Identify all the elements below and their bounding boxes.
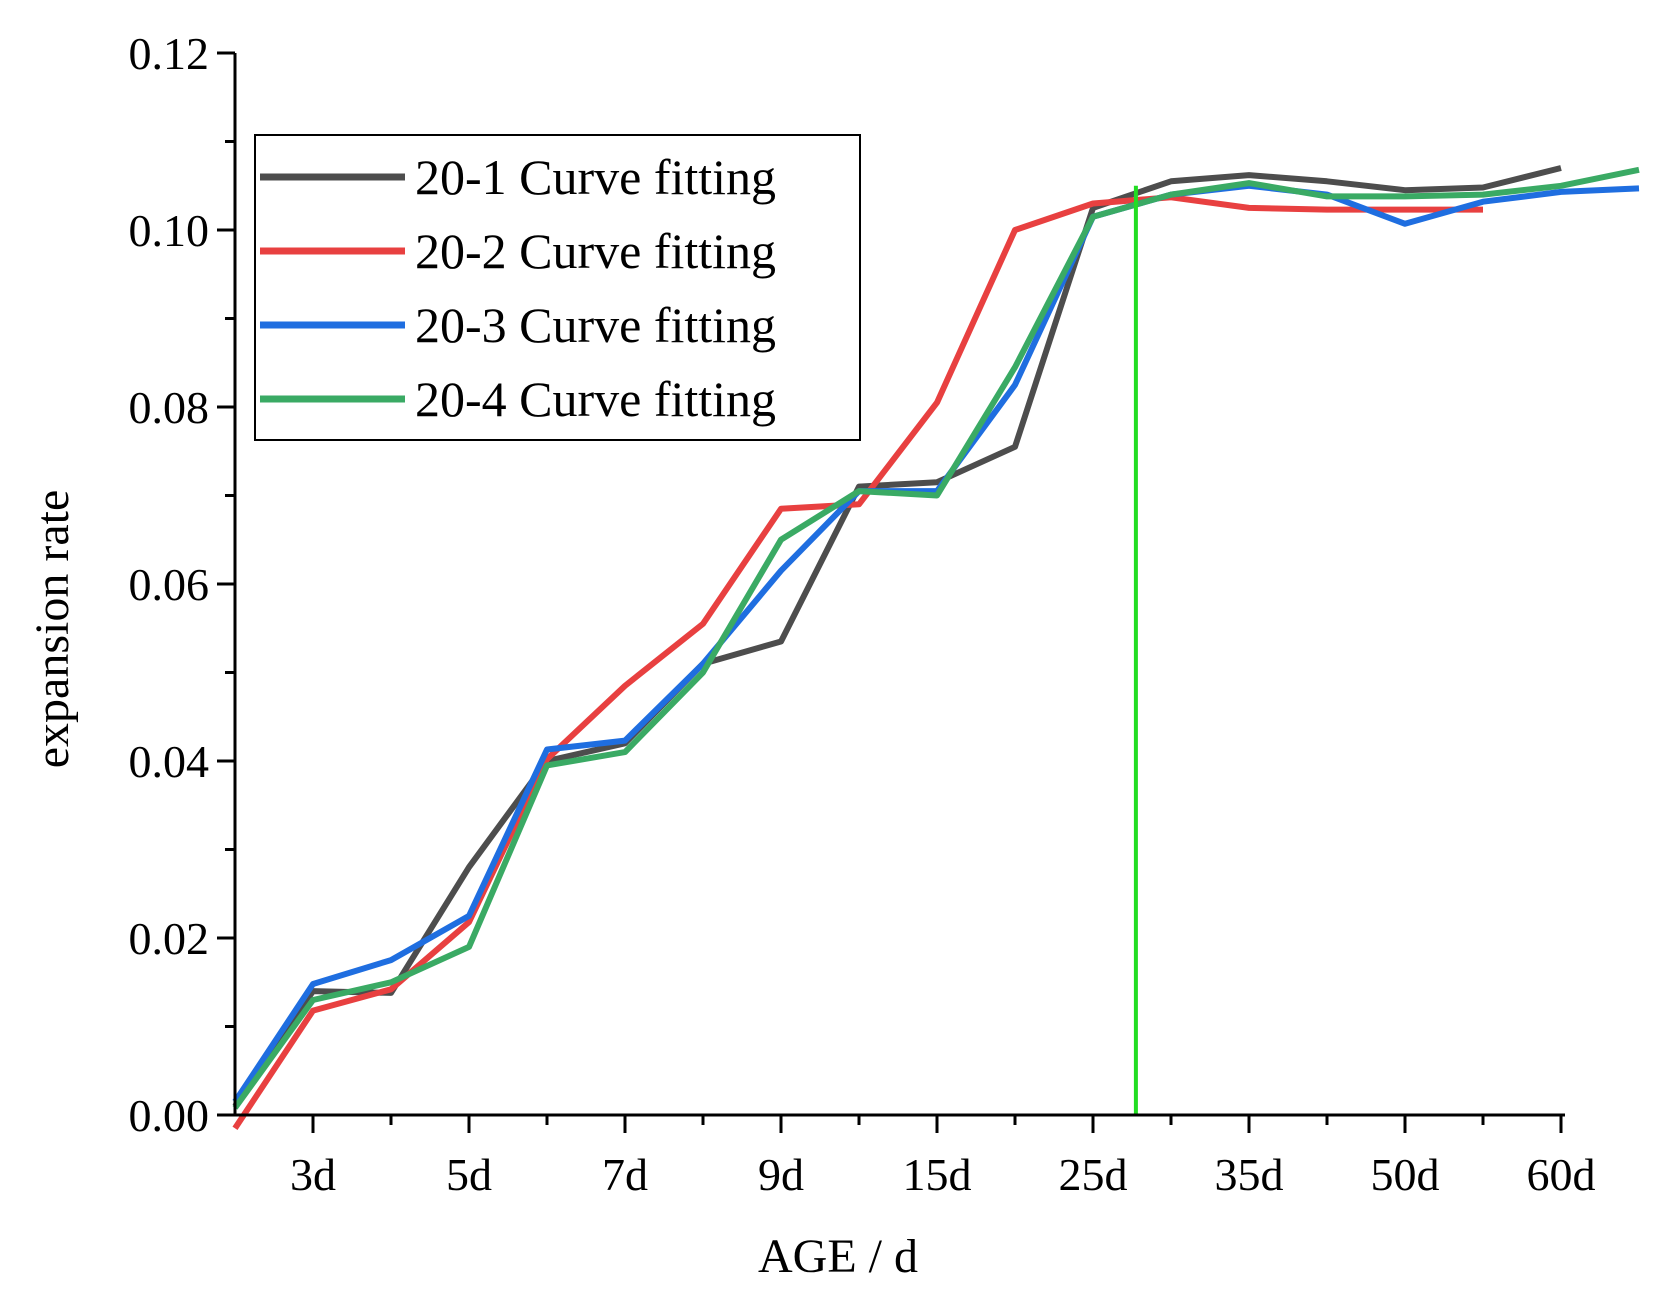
y-tick-label: 0.06 [129,559,210,610]
axes-layer: 0.00 0.02 0.04 0.06 0.08 0.10 0.12 3d 5d 7d 9d 15d 2… [129,28,1596,1200]
legend-label-1: 20-1 Curve fitting [415,149,776,205]
legend-label-2: 20-2 Curve fitting [415,223,776,279]
x-tick-label: 35d [1215,1149,1284,1200]
series-line-4 [232,166,1640,1110]
y-axis-title: expansion rate [26,490,79,769]
y-tick-label: 0.00 [129,1090,210,1141]
y-tick-label: 0.04 [129,736,210,787]
x-tick-label: 50d [1371,1149,1440,1200]
y-tick-label: 0.02 [129,913,210,964]
legend-label-4: 20-4 Curve fitting [415,371,776,427]
legend-label-3: 20-3 Curve fitting [415,297,776,353]
y-tick-label: 0.10 [129,205,210,256]
x-tick-label: 3d [290,1149,336,1200]
legend: 20-1 Curve fitting 20-2 Curve fitting 20-3… [254,134,861,441]
x-axis-title: AGE / d [758,1230,918,1283]
x-tick-label: 5d [446,1149,492,1200]
x-tick-label: 7d [602,1149,648,1200]
x-tick-label: 25d [1059,1149,1128,1200]
x-tick-label: 15d [903,1149,972,1200]
series-line-2 [232,194,1483,1130]
legend-box [254,134,861,441]
y-tick-label: 0.08 [129,382,210,433]
series-line-1 [232,165,1562,1108]
x-tick-label: 60d [1527,1149,1596,1200]
x-tick-label: 9d [758,1149,804,1200]
series-layer [232,165,1640,1130]
y-tick-label: 0.12 [129,28,210,79]
